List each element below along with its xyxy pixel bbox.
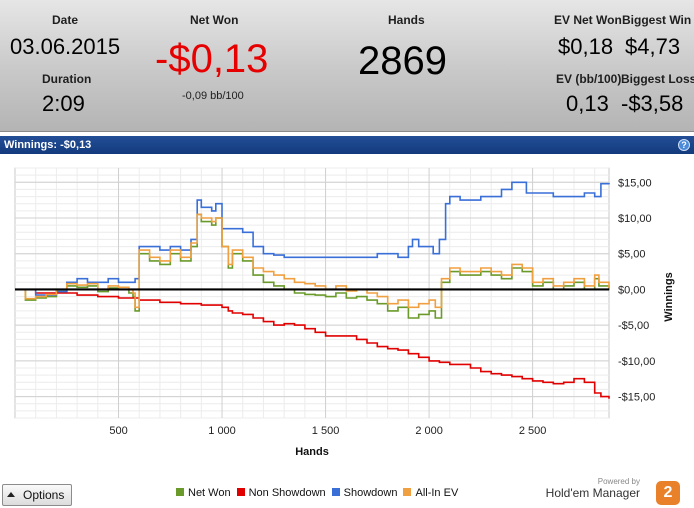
legend-item: Showdown [331,487,398,499]
y-tick-label: $0,00 [618,284,646,296]
holdem-manager-logo-icon: 2 [656,481,680,505]
help-icon[interactable]: ? [678,139,690,151]
legend-swatch [331,488,340,496]
chart-axes: 500 1 000 1 500 2 000 2 500 $15,00 $10,00 $5,00… [15,177,675,458]
ev-net-won-value: $0,18 [558,34,614,59]
legend-item: All-In EV [403,487,458,499]
hands-label: Hands [388,13,425,27]
series-showdown [15,181,610,296]
stats-header: Date 03.06.2015 Duration 2:09 Net Won -$… [0,0,694,132]
y-tick-label: $10,00 [618,213,652,225]
series-line [15,213,610,309]
biggest-win-value: $4,73 [625,34,681,59]
date-value: 03.06.2015 [10,34,121,59]
chart-legend: Net Won Non Showdown Showdown All-In EV [176,487,464,503]
hands-value: 2869 [358,39,447,83]
series-all-in-ev [15,213,610,309]
legend-swatch [403,488,412,496]
y-tick-label: -$10,00 [618,356,655,368]
biggest-loss-label: Biggest Loss [621,72,694,86]
biggest-win-label: Biggest Win [622,13,692,27]
ev-bb-label: EV (bb/100) [556,72,622,86]
x-tick-label: 1 000 [208,425,236,437]
y-tick-label: $5,00 [618,249,646,261]
net-won-bb-value: -0,09 bb/100 [182,90,244,102]
x-tick-label: 1 500 [312,425,340,437]
chevron-up-icon [7,492,15,497]
net-won-label: Net Won [190,13,239,27]
legend-swatch [236,488,245,496]
winnings-chart: 500 1 000 1 500 2 000 2 500 $15,00 $10,00 $5,00… [14,167,675,458]
duration-label: Duration [42,72,92,86]
chart-grid [14,167,610,419]
x-axis-title: Hands [295,446,329,458]
biggest-loss-value: -$3,58 [621,91,684,116]
legend-label: Non Showdown [248,487,326,499]
options-label: Options [23,488,65,502]
series-line [15,181,610,296]
legend-label: Net Won [188,487,231,499]
legend-label: All-In EV [415,487,459,499]
date-label: Date [52,13,79,27]
options-button[interactable]: Options [2,484,72,506]
ev-net-won-label: EV Net Won [554,13,622,27]
legend-item: Non Showdown [236,487,326,499]
plot-area [14,167,610,419]
powered-by-label: Powered by [597,477,640,486]
x-tick-label: 2 500 [519,425,547,437]
brand-block: Powered by Hold'em Manager 2 [540,477,680,505]
y-tick-label: -$5,00 [618,320,649,332]
y-tick-label: $15,00 [618,177,652,189]
y-axis-title: Winnings [663,272,675,321]
y-tick-label: -$15,00 [618,392,655,404]
legend-swatch [176,488,184,496]
x-tick-label: 2 000 [415,425,443,437]
ev-bb-value: 0,13 [566,91,609,116]
net-won-value: -$0,13 [155,37,269,81]
winnings-title-bar: Winnings: -$0,13 ? [0,136,694,154]
brand-name: Hold'em Manager [545,486,640,500]
series-line [15,288,610,399]
duration-value: 2:09 [42,91,85,116]
winnings-title: Winnings: -$0,13 [4,139,92,151]
series-non-showdown [15,288,610,399]
x-tick-label: 500 [109,425,127,437]
legend-item: Net Won [176,487,231,499]
legend-label: Showdown [343,487,398,499]
